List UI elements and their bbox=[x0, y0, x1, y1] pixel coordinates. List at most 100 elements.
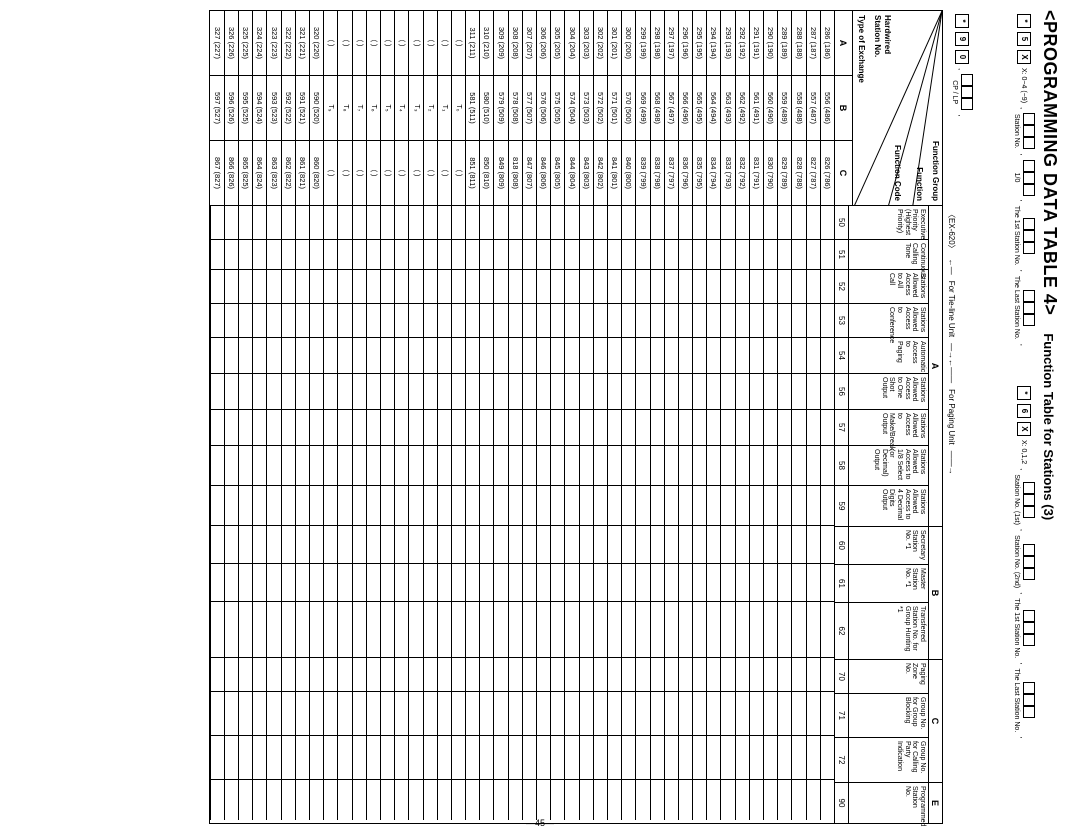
grid-cell bbox=[465, 338, 479, 373]
key-box: * bbox=[1017, 14, 1031, 28]
station-cell: 865 (825) bbox=[239, 141, 252, 205]
grid-cell bbox=[692, 270, 706, 303]
station-cell: 577 (507) bbox=[523, 76, 536, 141]
station-cell: 309 (209) bbox=[495, 11, 508, 76]
station-row: 297 (197)567 (497)837 (797) bbox=[664, 11, 678, 205]
station-cell: 829 (789) bbox=[778, 141, 791, 205]
input-box bbox=[1023, 302, 1035, 314]
grid-cell bbox=[820, 206, 834, 239]
grid-cell bbox=[309, 692, 323, 735]
grid-cell bbox=[820, 526, 834, 563]
grid-cell bbox=[791, 692, 805, 735]
station-row: 304 (204)574 (504)844 (804) bbox=[564, 11, 578, 205]
station-cell: 573 (503) bbox=[580, 76, 593, 141]
grid-cell bbox=[309, 446, 323, 485]
grid-cell bbox=[394, 304, 408, 337]
grid-cell bbox=[295, 526, 309, 563]
station-row: 299 (199)569 (499)839 (799) bbox=[635, 11, 649, 205]
grid-cell bbox=[238, 564, 252, 601]
station-row: ( )T₈( ) bbox=[337, 11, 351, 205]
function-col-56: Stations Allowed Access to One Shot Outp… bbox=[835, 374, 928, 410]
grid-cell bbox=[423, 564, 437, 601]
grid-cell bbox=[508, 410, 522, 445]
grid-column bbox=[210, 374, 834, 410]
grid-cell bbox=[394, 602, 408, 657]
station-cell: 321 (221) bbox=[296, 11, 309, 76]
grid-cell bbox=[791, 736, 805, 779]
station-row: 303 (203)573 (503)843 (803) bbox=[579, 11, 593, 205]
grid-cell bbox=[337, 338, 351, 373]
grid-cell bbox=[749, 410, 763, 445]
grid-cell bbox=[451, 304, 465, 337]
grid-cell bbox=[394, 486, 408, 525]
code-note: X: 0~4 (~9) bbox=[1021, 68, 1028, 103]
grid-cell bbox=[394, 564, 408, 601]
grid-cell bbox=[564, 486, 578, 525]
grid-cell bbox=[593, 270, 607, 303]
grid-cell bbox=[650, 658, 664, 691]
grid-cell bbox=[621, 338, 635, 373]
grid-cell bbox=[777, 486, 791, 525]
function-col-90: Programmed Station No.90 bbox=[835, 783, 928, 823]
grid-cell bbox=[252, 240, 266, 269]
grid-cell bbox=[721, 780, 735, 820]
grid-cell bbox=[664, 240, 678, 269]
grid-cell bbox=[352, 658, 366, 691]
grid-cell bbox=[635, 692, 649, 735]
station-cell: 838 (798) bbox=[651, 141, 664, 205]
station-cell: 845 (805) bbox=[551, 141, 564, 205]
station-cell: 863 (823) bbox=[268, 141, 281, 205]
station-row: 289 (189)559 (489)829 (789) bbox=[777, 11, 791, 205]
station-cell: T₉ bbox=[324, 76, 337, 141]
grid-column bbox=[210, 240, 834, 270]
station-cell: 866 (826) bbox=[225, 141, 238, 205]
grid-cell bbox=[621, 240, 635, 269]
grid-cell bbox=[820, 446, 834, 485]
station-cell: T₄ bbox=[395, 76, 408, 141]
grid-cell bbox=[210, 446, 224, 485]
grid-cell bbox=[522, 692, 536, 735]
station-row: 325 (225)595 (525)865 (825) bbox=[238, 11, 252, 205]
station-cell: ( ) bbox=[395, 141, 408, 205]
grid-cell bbox=[323, 446, 337, 485]
grid-cell bbox=[423, 240, 437, 269]
grid-cell bbox=[337, 486, 351, 525]
exchange-type-B: B bbox=[835, 76, 852, 141]
station-cell: ( ) bbox=[353, 11, 366, 76]
grid-cell bbox=[749, 270, 763, 303]
grid-cell bbox=[550, 410, 564, 445]
function-name: Stations Allowed Access to All Call bbox=[849, 270, 928, 303]
grid-cell bbox=[337, 446, 351, 485]
grid-cell bbox=[536, 564, 550, 601]
grid-cell bbox=[380, 270, 394, 303]
station-cell: ( ) bbox=[424, 141, 437, 205]
grid-cell bbox=[664, 780, 678, 820]
grid-cell bbox=[224, 486, 238, 525]
grid-cell bbox=[522, 304, 536, 337]
grid-cell bbox=[664, 602, 678, 657]
grid-cell bbox=[508, 658, 522, 691]
grid-cell bbox=[635, 374, 649, 409]
grid-cell bbox=[479, 602, 493, 657]
grid-cell bbox=[635, 564, 649, 601]
grid-cell bbox=[820, 692, 834, 735]
station-cell: T₁ bbox=[438, 76, 451, 141]
grid-cell bbox=[791, 526, 805, 563]
key-box: 5 bbox=[1017, 32, 1031, 46]
grid-cell bbox=[749, 526, 763, 563]
grid-cell bbox=[366, 374, 380, 409]
grid-cell bbox=[579, 304, 593, 337]
grid-cell bbox=[494, 526, 508, 563]
grid-cell bbox=[252, 486, 266, 525]
grid-cell bbox=[564, 338, 578, 373]
grid-cell bbox=[621, 564, 635, 601]
function-name: Stations Allowed Access to 1/8 Select (o… bbox=[849, 446, 928, 485]
grid-cell bbox=[763, 486, 777, 525]
station-cell: 575 (505) bbox=[551, 76, 564, 141]
grid-cell bbox=[508, 304, 522, 337]
grid-cell bbox=[536, 240, 550, 269]
grid-cell bbox=[337, 206, 351, 239]
grid-column bbox=[210, 206, 834, 240]
grid-cell bbox=[593, 240, 607, 269]
grid-cell bbox=[281, 692, 295, 735]
